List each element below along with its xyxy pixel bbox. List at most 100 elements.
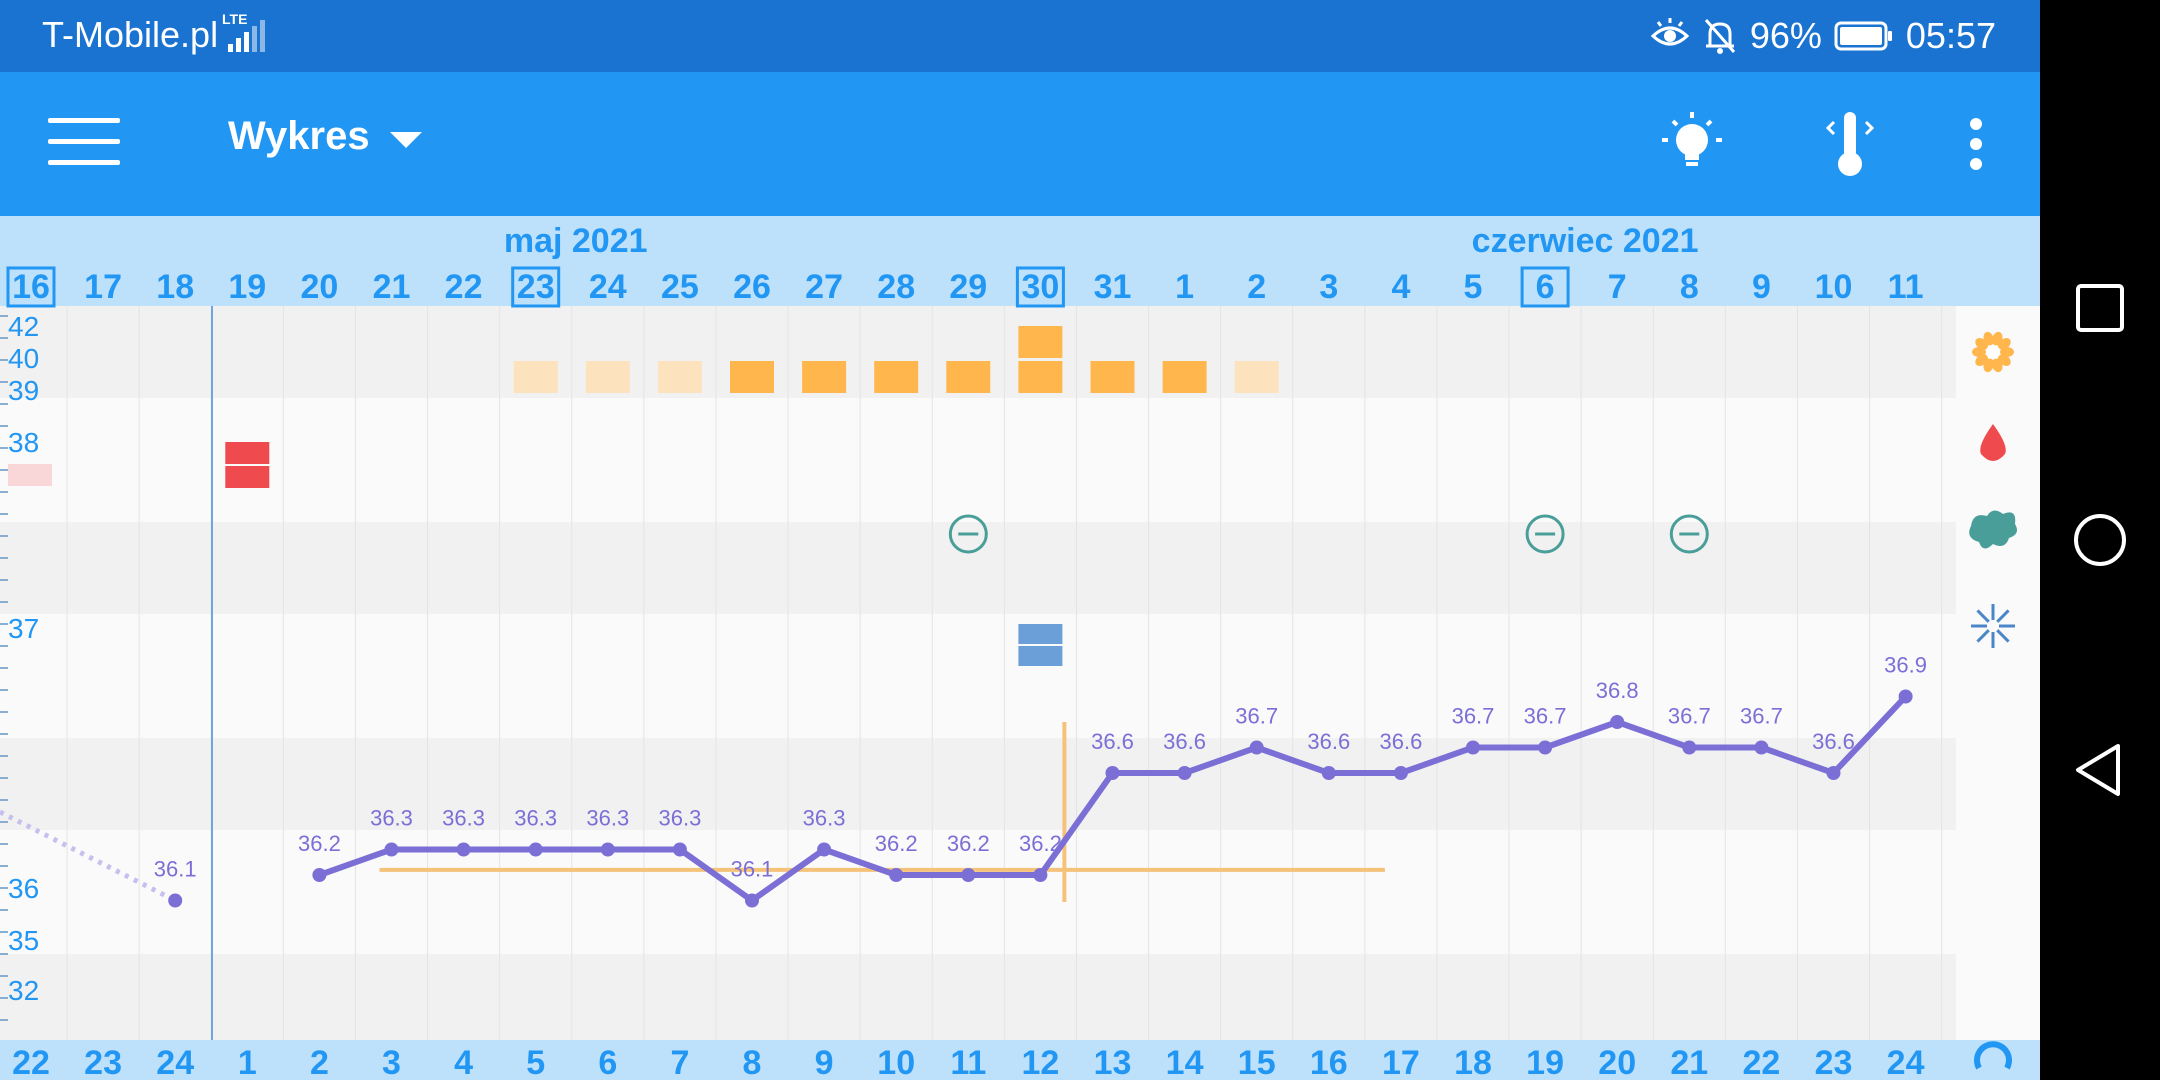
mucus-square[interactable]: [585, 361, 630, 393]
cycle-day-label[interactable]: 14: [1166, 1044, 1204, 1080]
temperature-point[interactable]: [745, 893, 759, 908]
temperature-point[interactable]: [1538, 740, 1553, 755]
date-label[interactable]: 18: [156, 268, 194, 306]
cycle-day-label[interactable]: 23: [84, 1044, 122, 1080]
date-label[interactable]: 10: [1815, 268, 1853, 306]
date-label[interactable]: 31: [1094, 268, 1132, 306]
date-label[interactable]: 22: [445, 268, 483, 306]
date-label[interactable]: 25: [661, 268, 699, 306]
date-label[interactable]: 23: [517, 268, 555, 306]
cycle-day-label[interactable]: 2: [310, 1044, 329, 1080]
date-label[interactable]: 30: [1021, 268, 1059, 306]
temperature-point[interactable]: [1033, 868, 1048, 882]
date-label[interactable]: 20: [300, 268, 338, 306]
mucus-square[interactable]: [1018, 326, 1063, 358]
temperature-point[interactable]: [672, 842, 687, 857]
date-label[interactable]: 21: [373, 268, 411, 306]
mucus-square[interactable]: [730, 361, 774, 393]
lightbulb-icon[interactable]: [1656, 108, 1728, 180]
thermometer-icon[interactable]: [1814, 108, 1886, 180]
mucus-square[interactable]: [946, 361, 991, 393]
mucus-square[interactable]: [1090, 361, 1135, 393]
mucus-square[interactable]: [1234, 361, 1279, 393]
temperature-point[interactable]: [961, 868, 976, 882]
date-label[interactable]: 3: [1319, 268, 1338, 306]
cycle-day-label[interactable]: 23: [1815, 1044, 1853, 1080]
cycle-day-label[interactable]: 24: [156, 1044, 194, 1080]
date-label[interactable]: 9: [1752, 268, 1771, 306]
cycle-day-label[interactable]: 22: [12, 1044, 50, 1080]
temperature-point[interactable]: [1754, 740, 1769, 755]
cycle-day-label[interactable]: 22: [1742, 1044, 1780, 1080]
date-label[interactable]: 5: [1464, 268, 1483, 306]
temperature-chart[interactable]: maj 2021 czerwiec 2021 16 17 18 19 20 21 22 23 24 2…: [0, 216, 2040, 1080]
cycle-day-label[interactable]: 20: [1598, 1044, 1636, 1080]
temperature-point[interactable]: [1249, 740, 1264, 755]
drop-icon[interactable]: [1980, 424, 2006, 461]
minus-circle-icon[interactable]: [1669, 514, 1709, 554]
sparkle-icon[interactable]: [1971, 604, 2015, 648]
marker-square[interactable]: [1018, 646, 1063, 666]
view-selector[interactable]: Wykres: [228, 114, 422, 159]
date-label[interactable]: 26: [733, 268, 771, 306]
recents-button-icon[interactable]: [2064, 272, 2136, 344]
temperature-point[interactable]: [1393, 766, 1408, 780]
date-label[interactable]: 19: [228, 268, 266, 306]
cycle-day-label[interactable]: 9: [815, 1044, 834, 1080]
temperature-point[interactable]: [1321, 766, 1336, 780]
cycle-day-label[interactable]: 19: [1526, 1044, 1564, 1080]
temperature-point[interactable]: [384, 842, 399, 857]
date-label[interactable]: 2: [1247, 268, 1266, 306]
temperature-point[interactable]: [1105, 766, 1120, 780]
home-button-icon[interactable]: [2064, 504, 2136, 576]
cycle-day-label[interactable]: 12: [1021, 1044, 1059, 1080]
cycle-day-label[interactable]: 11: [950, 1044, 986, 1080]
temperature-point[interactable]: [1466, 740, 1480, 755]
temperature-point[interactable]: [1826, 766, 1841, 780]
minus-circle-icon[interactable]: [1525, 514, 1565, 554]
marker-square[interactable]: [1018, 624, 1063, 644]
date-label[interactable]: 8: [1680, 268, 1699, 306]
cycle-day-label[interactable]: 4: [454, 1044, 473, 1080]
date-label[interactable]: 29: [949, 268, 987, 306]
temperature-point[interactable]: [168, 893, 183, 908]
date-label[interactable]: 6: [1536, 268, 1555, 306]
cycle-day-label[interactable]: 16: [1310, 1044, 1348, 1080]
splash-icon[interactable]: [1969, 510, 2017, 549]
temperature-point[interactable]: [817, 842, 832, 857]
date-label[interactable]: 4: [1391, 268, 1410, 306]
date-label[interactable]: 1: [1175, 268, 1194, 306]
date-label[interactable]: 28: [877, 268, 915, 306]
temperature-point[interactable]: [1682, 740, 1697, 755]
cycle-day-label[interactable]: 21: [1670, 1044, 1708, 1080]
cycle-day-label[interactable]: 6: [598, 1044, 617, 1080]
temperature-point[interactable]: [600, 842, 615, 857]
date-label[interactable]: 11: [1888, 268, 1924, 306]
cycle-day-label[interactable]: 1: [238, 1044, 257, 1080]
mucus-square[interactable]: [874, 361, 919, 393]
temperature-point[interactable]: [1610, 715, 1625, 729]
cycle-icon[interactable]: [1974, 1041, 2012, 1070]
bleeding-square[interactable]: [225, 442, 270, 464]
mucus-square[interactable]: [1162, 361, 1207, 393]
temperature-point[interactable]: [1898, 689, 1913, 704]
cycle-day-label[interactable]: 17: [1382, 1044, 1420, 1080]
temperature-point[interactable]: [456, 842, 471, 857]
mucus-square[interactable]: [657, 361, 702, 393]
back-button-icon[interactable]: [2064, 734, 2136, 806]
mucus-square[interactable]: [513, 361, 558, 393]
cycle-day-label[interactable]: 18: [1454, 1044, 1492, 1080]
cycle-day-label[interactable]: 24: [1887, 1044, 1925, 1080]
mucus-square[interactable]: [1018, 361, 1063, 393]
temperature-point[interactable]: [889, 868, 904, 882]
cycle-day-label[interactable]: 5: [526, 1044, 545, 1080]
cycle-day-label[interactable]: 13: [1094, 1044, 1132, 1080]
date-label[interactable]: 24: [589, 268, 627, 306]
cycle-day-label[interactable]: 8: [743, 1044, 762, 1080]
temperature-point[interactable]: [528, 842, 543, 857]
mucus-square[interactable]: [802, 361, 847, 393]
bleeding-square[interactable]: [225, 466, 270, 488]
date-label[interactable]: 27: [805, 268, 843, 306]
date-label[interactable]: 16: [12, 268, 50, 306]
menu-icon[interactable]: [48, 118, 120, 170]
